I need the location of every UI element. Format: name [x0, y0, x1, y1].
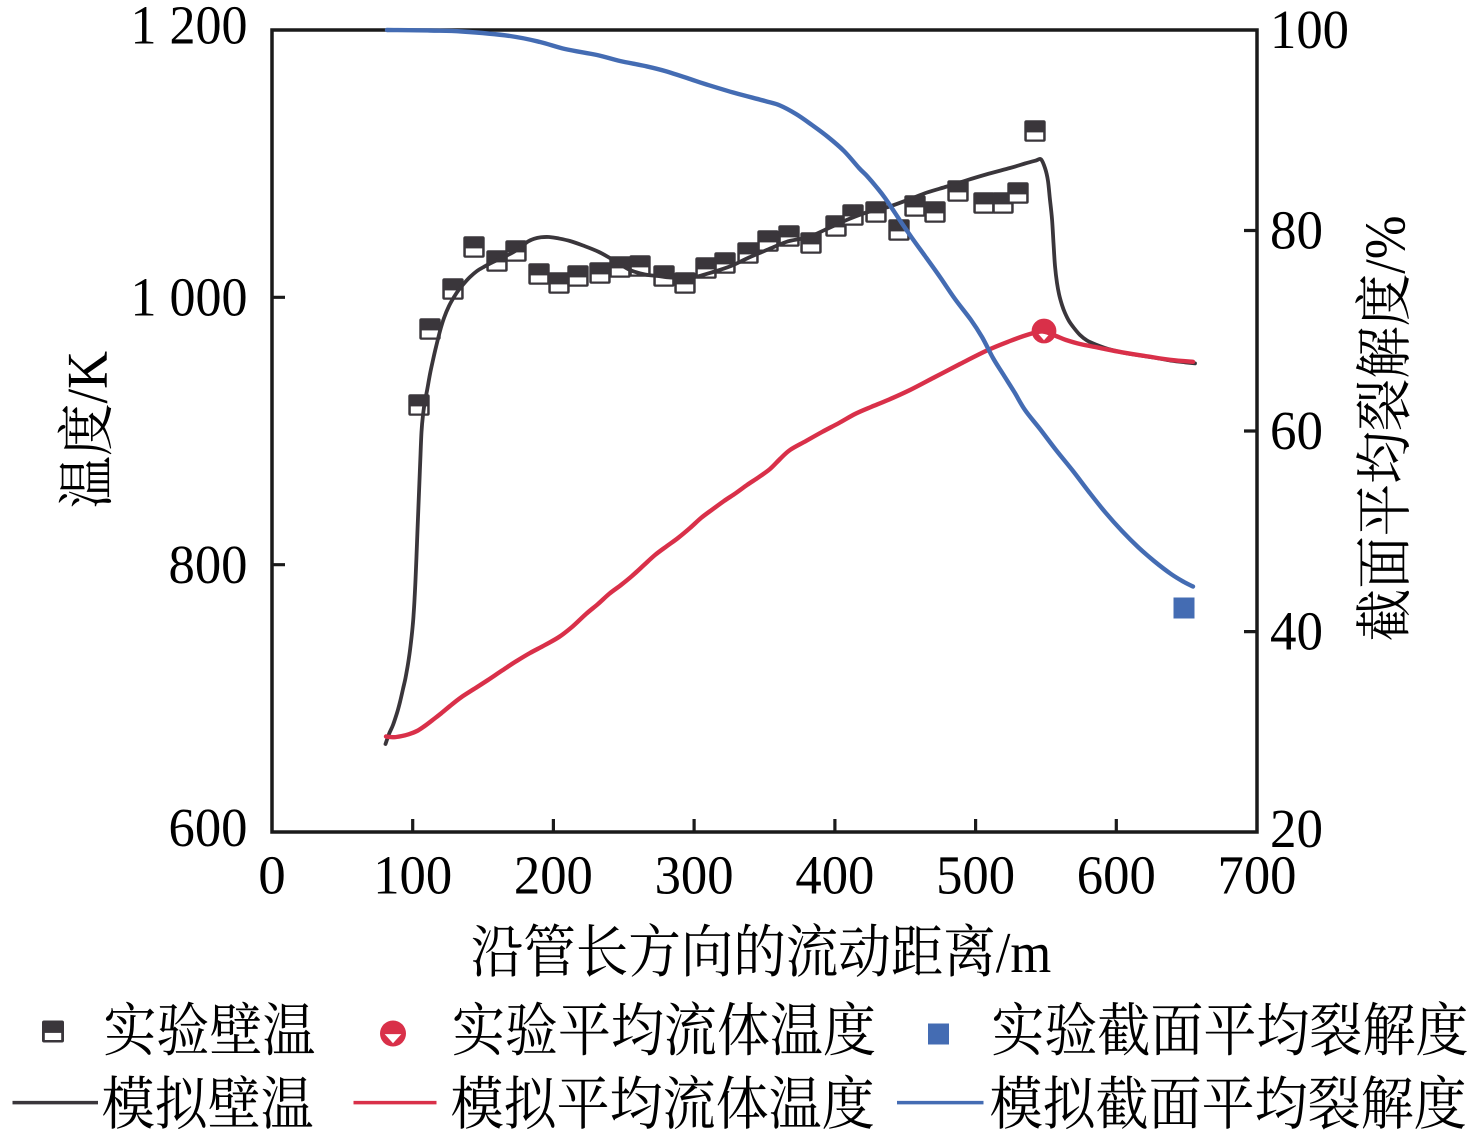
svg-text:1 200: 1 200	[131, 0, 248, 56]
svg-text:600: 600	[1077, 844, 1156, 905]
svg-text:80: 80	[1270, 200, 1323, 261]
svg-text:40: 40	[1270, 601, 1323, 662]
svg-text:500: 500	[936, 844, 1015, 905]
svg-text:800: 800	[169, 534, 248, 595]
svg-text:100: 100	[373, 844, 452, 905]
svg-text:1 000: 1 000	[131, 267, 248, 328]
svg-text:20: 20	[1270, 798, 1323, 859]
svg-text:600: 600	[169, 797, 248, 858]
svg-text:300: 300	[655, 844, 734, 905]
svg-text:100: 100	[1270, 0, 1349, 60]
svg-text:60: 60	[1270, 400, 1323, 461]
svg-text:0: 0	[258, 844, 286, 905]
svg-text:700: 700	[1218, 844, 1297, 905]
svg-text:200: 200	[514, 844, 593, 905]
svg-text:400: 400	[795, 844, 874, 905]
